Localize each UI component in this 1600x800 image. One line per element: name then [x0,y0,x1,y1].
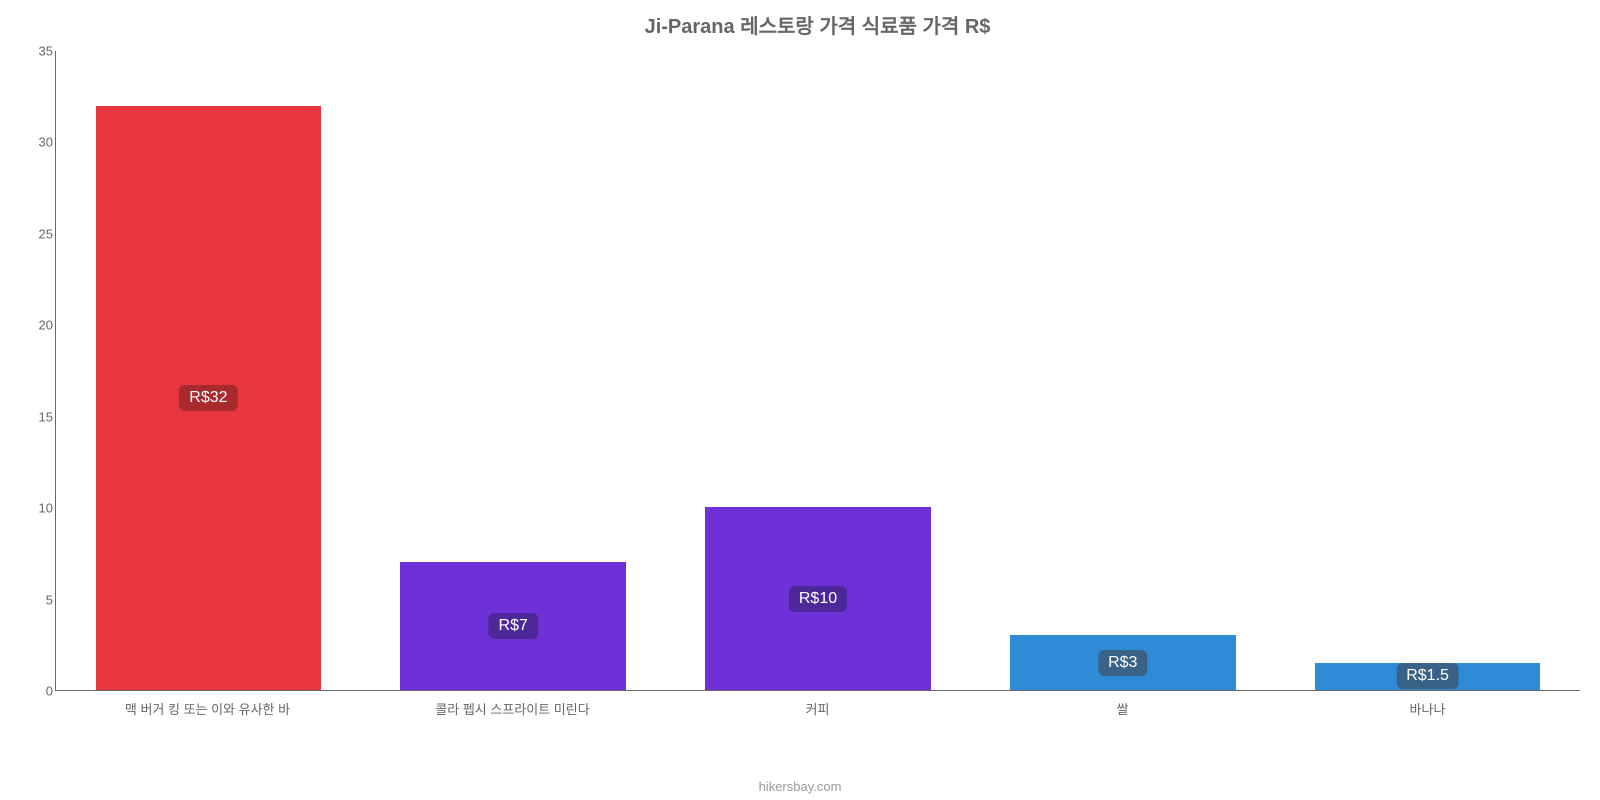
y-tick: 20 [17,318,53,333]
bar-value-label: R$32 [179,385,237,411]
x-label: 맥 버거 킹 또는 이와 유사한 바 [55,691,360,731]
y-tick: 25 [17,226,53,241]
y-tick: 10 [17,501,53,516]
bar: R$32 [96,106,322,690]
bar: R$10 [705,507,931,690]
bar-value-label: R$7 [489,613,538,639]
y-tick: 5 [17,592,53,607]
y-axis: 05101520253035 [17,51,53,691]
x-axis-labels: 맥 버거 킹 또는 이와 유사한 바콜라 펩시 스프라이트 미린다커피쌀바나나 [55,691,1580,731]
x-label: 바나나 [1275,691,1580,731]
chart-container: Ji-Parana 레스토랑 가격 식료품 가격 R$ 0 5 10 15 20 25 30… [0,0,1600,800]
y-tick: 35 [17,44,53,59]
bar-value-label: R$3 [1098,650,1147,676]
bar-slot: R$10 [666,51,971,690]
bar-value-label: R$1.5 [1396,663,1459,689]
bar: R$7 [400,562,626,690]
bar: R$3 [1010,635,1236,690]
bar-slot: R$7 [361,51,666,690]
bars-group: R$32 R$7 R$10 R$3 R$1.5 [56,51,1580,690]
x-label: 쌀 [970,691,1275,731]
plot-outer: 05101520253035 R$32R$7R$10R$3R$1.5 맥 버거 … [55,51,1580,731]
bar: R$1.5 [1315,663,1541,690]
bar-slot: R$3 [970,51,1275,690]
x-label: 콜라 펩시 스프라이트 미린다 [360,691,665,731]
y-tick: 30 [17,135,53,150]
bar-value-label: R$10 [789,586,847,612]
y-tick: 15 [17,409,53,424]
source-label: hikersbay.com [0,779,1600,794]
x-label: 커피 [665,691,970,731]
bar-slot: R$1.5 [1275,51,1580,690]
plot-area: R$32 R$7 R$10 R$3 R$1.5 [55,51,1580,691]
y-tick: 0 [17,684,53,699]
bar-slot: R$32 [56,51,361,690]
chart-title: Ji-Parana 레스토랑 가격 식료품 가격 R$ [55,10,1580,39]
